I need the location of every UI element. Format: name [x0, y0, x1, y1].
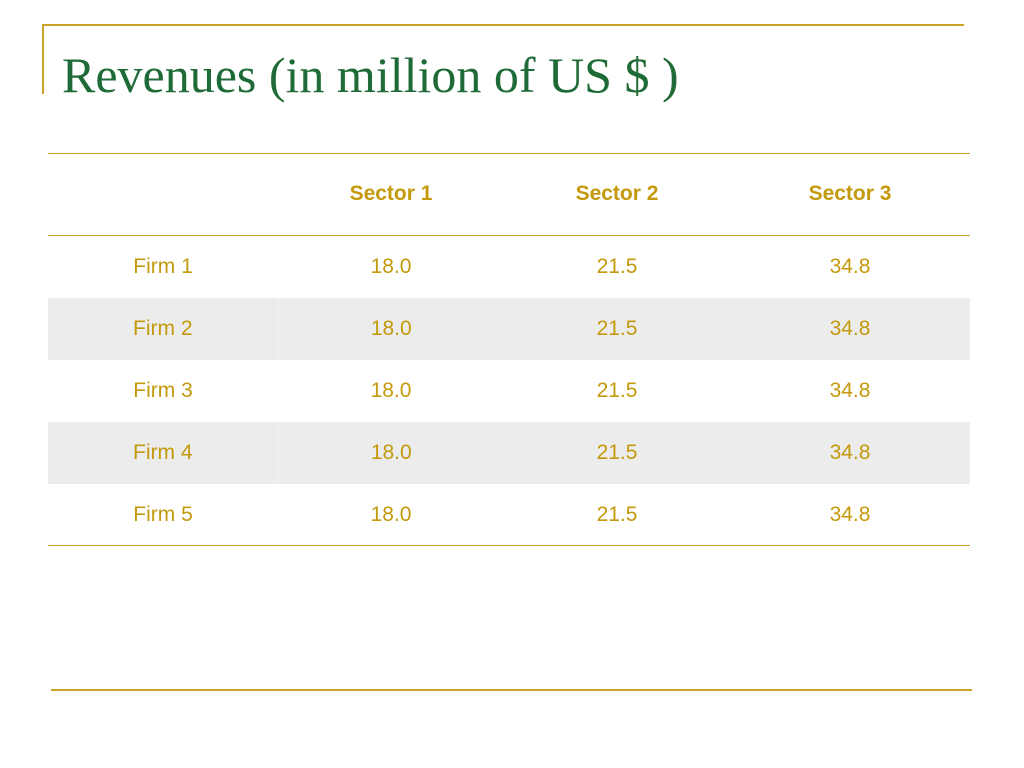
table-cell: 18.0	[370, 317, 412, 340]
header-cell-sector-3: Sector 3	[808, 182, 892, 205]
table-header-row: Sector 1 Sector 2 Sector 3	[48, 153, 970, 236]
table-cell: 34.8	[829, 503, 871, 526]
footer-rule	[51, 689, 972, 691]
row-label: Firm 2	[48, 298, 279, 360]
revenues-table: Sector 1 Sector 2 Sector 3 Firm 1 18.0 2…	[48, 153, 970, 546]
table-cell: 34.8	[829, 255, 871, 278]
row-label: Firm 5	[133, 503, 193, 526]
table-cell: 18.0	[370, 441, 412, 464]
table-row: Firm 2 18.0 21.5 34.8	[48, 298, 970, 360]
row-label: Firm 3	[133, 379, 193, 402]
table-row: Firm 4 18.0 21.5 34.8	[48, 422, 970, 484]
table-row: Firm 5 18.0 21.5 34.8	[48, 484, 970, 546]
table-cell: 34.8	[829, 441, 871, 464]
title-frame-left-rule	[42, 24, 44, 94]
header-cell-sector-1: Sector 1	[349, 182, 433, 205]
table-cell: 21.5	[596, 503, 638, 526]
table-row: Firm 3 18.0 21.5 34.8	[48, 360, 970, 422]
table-cell: 18.0	[370, 379, 412, 402]
header-cell-sector-2: Sector 2	[575, 182, 659, 205]
table-cell: 21.5	[596, 379, 638, 402]
slide-title: Revenues (in million of US $ )	[62, 47, 679, 103]
header-cell-empty	[48, 153, 278, 236]
row-label: Firm 4	[48, 422, 279, 484]
table-cell: 34.8	[829, 317, 871, 340]
table-cell: 21.5	[596, 317, 638, 340]
table-cell: 21.5	[596, 255, 638, 278]
table-cell: 34.8	[829, 379, 871, 402]
table-top-rule	[48, 153, 970, 154]
table-cell: 18.0	[370, 255, 412, 278]
title-frame-top-rule	[42, 24, 964, 26]
table-cell: 21.5	[596, 441, 638, 464]
table-row: Firm 1 18.0 21.5 34.8	[48, 236, 970, 299]
table-cell: 18.0	[370, 503, 412, 526]
row-label: Firm 1	[133, 255, 193, 278]
table-bottom-rule	[48, 545, 970, 546]
